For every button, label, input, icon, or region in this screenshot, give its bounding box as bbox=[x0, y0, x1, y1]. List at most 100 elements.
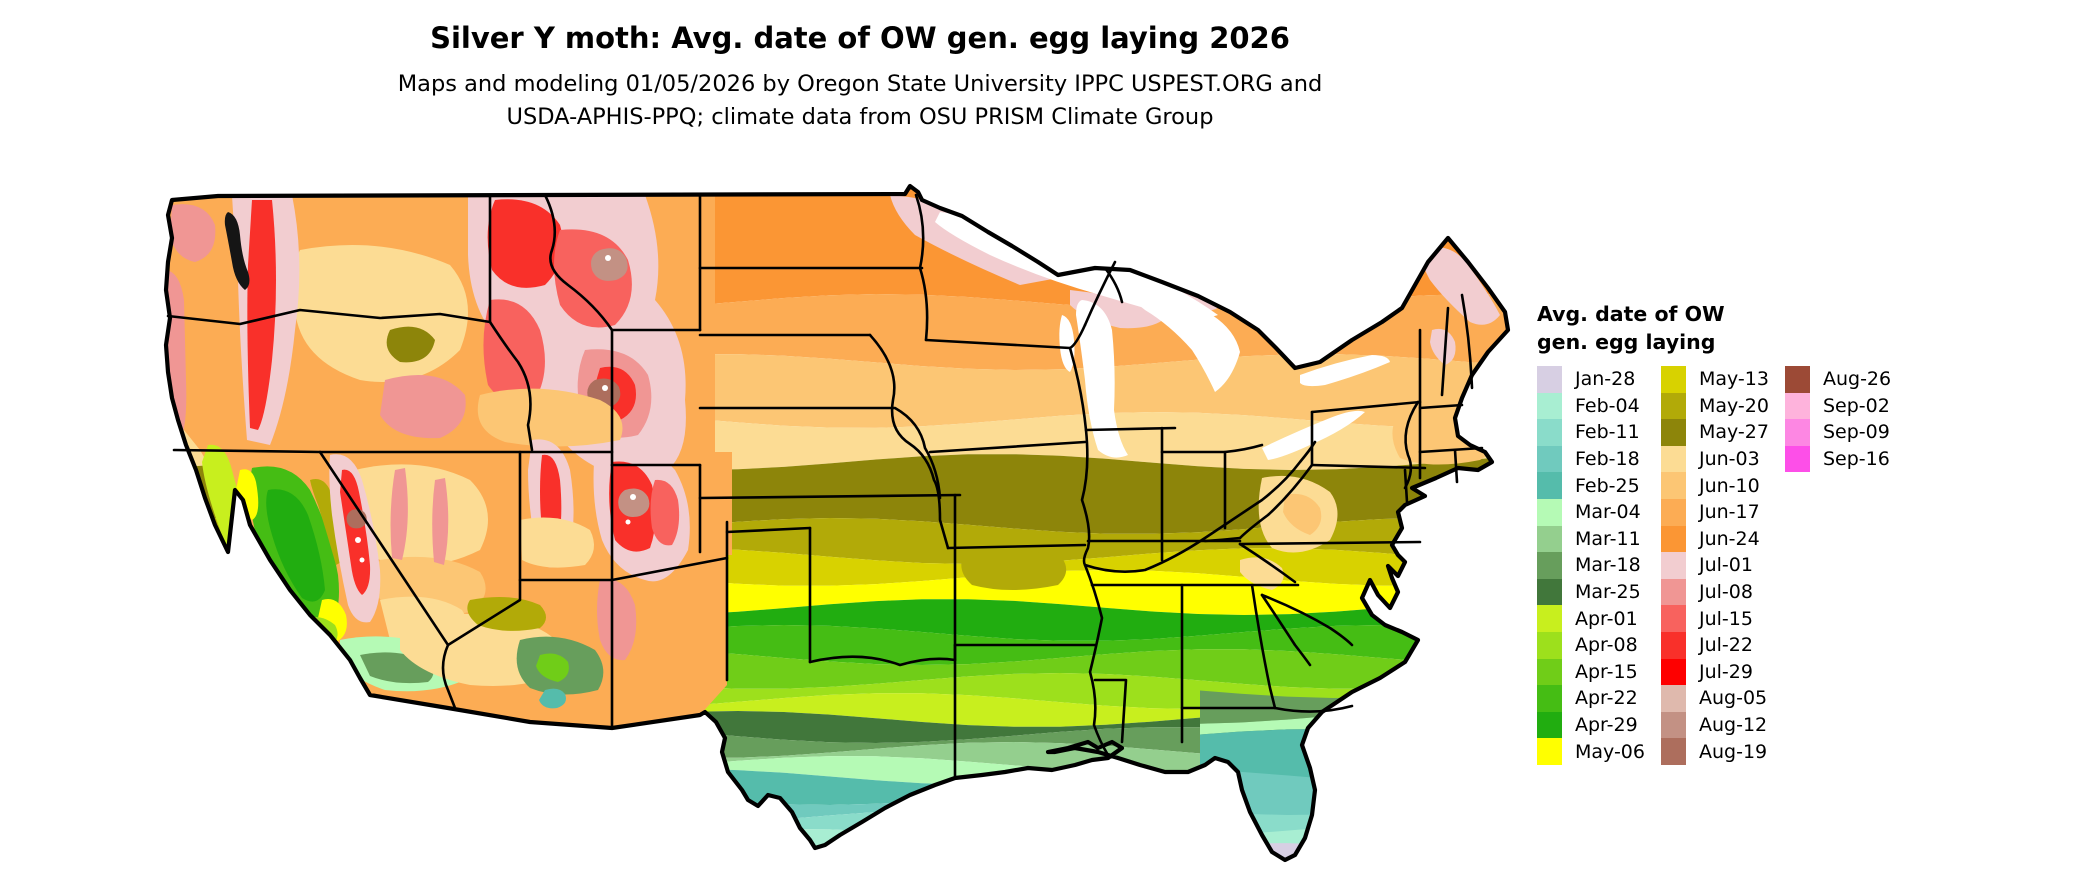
legend-column: Aug-26 Sep-02 Sep-09 Sep-16 bbox=[1784, 366, 1892, 473]
region-se-az-teal bbox=[539, 688, 566, 709]
legend-column: May-13 May-20 May-27 Jun-03 Jun-10 Jun-17 Jun-… bbox=[1660, 366, 1769, 765]
region-snake-plain bbox=[477, 388, 623, 447]
legend-label: Jun-24 bbox=[1698, 527, 1760, 550]
legend-column: Jan-28 Feb-04 Feb-11 Feb-18 Feb-25 Mar-04 Mar-… bbox=[1537, 366, 1645, 765]
legend-entry: Jul-01 bbox=[1660, 552, 1769, 579]
green-bay bbox=[1059, 315, 1075, 372]
region-maine-pink bbox=[1420, 247, 1500, 325]
legend-swatch bbox=[1660, 419, 1686, 446]
legend-label: Jul-15 bbox=[1698, 607, 1753, 630]
legend-swatch bbox=[1537, 685, 1562, 712]
legend-label: Aug-26 bbox=[1822, 368, 1892, 391]
region-peak-white4 bbox=[625, 519, 631, 525]
map-header: Silver Y moth: Avg. date of OW gen. egg … bbox=[160, 18, 1560, 134]
legend-swatch bbox=[1537, 498, 1562, 526]
legend-label: Jun-10 bbox=[1698, 474, 1760, 497]
region-sierra-red bbox=[340, 469, 371, 595]
region-blue-mtns bbox=[380, 375, 466, 439]
border-nj-pa bbox=[1403, 400, 1420, 490]
legend-entry: Feb-11 bbox=[1537, 419, 1645, 446]
region-se-az-green bbox=[536, 653, 569, 682]
border-fl-north bbox=[1180, 704, 1354, 713]
border-ia-mo bbox=[928, 440, 1087, 454]
border-mo-ar bbox=[946, 543, 1087, 550]
region-white-mtns-pink bbox=[1430, 328, 1456, 365]
legend-entry: Apr-22 bbox=[1537, 685, 1645, 712]
legend-label: Mar-11 bbox=[1575, 527, 1641, 550]
legend-swatch bbox=[1660, 631, 1686, 659]
legend-swatch bbox=[1537, 738, 1562, 765]
lake-michigan bbox=[1076, 300, 1128, 458]
region-central-valley-core bbox=[266, 489, 325, 602]
legend-swatch bbox=[1660, 711, 1686, 739]
legend-swatch bbox=[1784, 366, 1810, 393]
legend-label: Jul-01 bbox=[1698, 554, 1753, 577]
legend-entry: Aug-26 bbox=[1784, 366, 1892, 393]
region-colorado-red2 bbox=[650, 479, 680, 546]
subtitle-line-2: USDA-APHIS-PPQ; climate data from OSU PR… bbox=[506, 104, 1214, 130]
legend-label: Apr-15 bbox=[1575, 660, 1638, 683]
border-pa-ny bbox=[1310, 400, 1422, 414]
region-peak-white2 bbox=[602, 385, 608, 391]
legend-title: Avg. date of OW gen. egg laying bbox=[1537, 302, 1725, 354]
border-nc-sc bbox=[1260, 593, 1354, 647]
border-red-river bbox=[808, 655, 957, 667]
border-mn-ia bbox=[924, 338, 1072, 350]
region-nv-ridge1 bbox=[390, 468, 408, 560]
border-wa-or bbox=[166, 308, 492, 326]
legend-swatch bbox=[1660, 605, 1686, 632]
date-band-Feb-04 bbox=[166, 829, 1508, 860]
legend-entry: Apr-08 bbox=[1537, 631, 1645, 659]
legend-swatch bbox=[1660, 578, 1686, 606]
legend-entry: Jun-03 bbox=[1660, 445, 1769, 473]
legend-label: Aug-05 bbox=[1698, 687, 1768, 710]
legend-label: Jul-29 bbox=[1698, 660, 1753, 683]
legend-swatch bbox=[1537, 578, 1562, 606]
date-band-May-13 bbox=[166, 548, 1508, 586]
legend-columns: Jan-28 Feb-04 Feb-11 Feb-18 Feb-25 Mar-04 Mar-… bbox=[1537, 366, 2077, 765]
legend-swatch bbox=[1660, 685, 1686, 712]
border-id-mt bbox=[543, 193, 614, 332]
border-ma-ct-ri bbox=[1418, 446, 1484, 454]
legend-swatch bbox=[1784, 445, 1810, 473]
legend-entry: Mar-25 bbox=[1537, 578, 1645, 606]
great-lakes-layer bbox=[224, 212, 1390, 460]
legend-label: Jun-03 bbox=[1698, 448, 1760, 471]
legend-swatch bbox=[1537, 472, 1562, 499]
page-title: Silver Y moth: Avg. date of OW gen. egg … bbox=[430, 21, 1290, 55]
region-utah-south-pale bbox=[520, 517, 594, 568]
legend-label: Apr-22 bbox=[1575, 687, 1638, 710]
region-appalachia-orange bbox=[1283, 493, 1322, 535]
legend-swatch bbox=[1660, 366, 1686, 393]
legend-swatch bbox=[1660, 392, 1686, 420]
legend-label: Aug-12 bbox=[1698, 714, 1768, 737]
legend-label: Apr-01 bbox=[1575, 607, 1638, 630]
border-pa-md bbox=[1310, 463, 1427, 470]
region-ozarks-olive bbox=[961, 549, 1067, 590]
region-nrockies-red3 bbox=[483, 299, 545, 403]
lake-superior bbox=[935, 212, 1218, 322]
legend-entry: May-13 bbox=[1660, 366, 1769, 393]
legend-swatch bbox=[1537, 631, 1562, 659]
border-ne-ks bbox=[698, 406, 942, 500]
legend-entry: Feb-04 bbox=[1537, 392, 1645, 420]
region-great-basin1 bbox=[347, 464, 488, 566]
legend-label: Sep-02 bbox=[1822, 394, 1890, 417]
legend-entry: Jan-28 bbox=[1537, 366, 1645, 393]
date-band-Jan-28 bbox=[166, 849, 1508, 860]
region-superior-red-speck2 bbox=[1162, 272, 1174, 280]
legend-entry: Aug-19 bbox=[1660, 738, 1769, 765]
legend-entry: Mar-11 bbox=[1537, 525, 1645, 553]
legend-swatch bbox=[1784, 419, 1810, 446]
legend-label: Jun-17 bbox=[1698, 501, 1760, 524]
region-peak-white1 bbox=[605, 255, 611, 261]
legend-swatch bbox=[1537, 445, 1562, 473]
legend-label: Feb-04 bbox=[1575, 394, 1640, 417]
border-mn-west bbox=[914, 193, 929, 342]
region-peak-white5 bbox=[355, 537, 361, 543]
legend-entry: Jul-22 bbox=[1660, 631, 1769, 659]
border-wi-il bbox=[1084, 426, 1177, 432]
legend-label: Feb-11 bbox=[1575, 421, 1640, 444]
border-ohio-river bbox=[1083, 440, 1317, 573]
